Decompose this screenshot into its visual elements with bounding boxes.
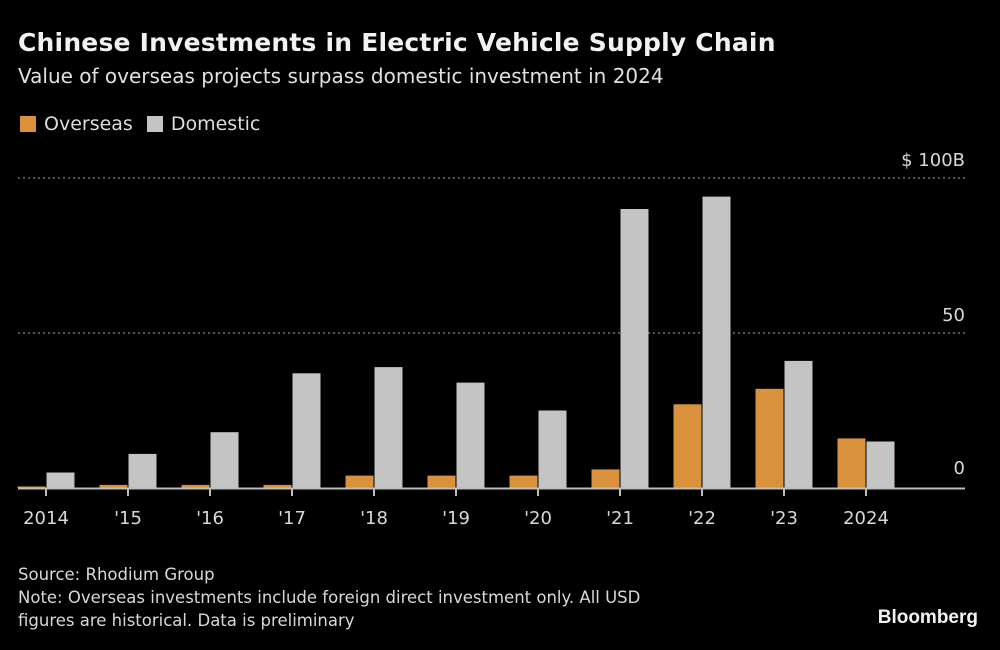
- bar-domestic: [538, 410, 567, 488]
- x-tick-label: '18: [360, 508, 388, 529]
- legend: Overseas Domestic: [20, 113, 274, 135]
- bar-domestic: [46, 472, 75, 488]
- y-tick-label: $ 100B: [901, 150, 965, 171]
- x-tick-label: '15: [114, 508, 142, 529]
- legend-item-domestic: Domestic: [146, 113, 261, 135]
- x-tick-label: '20: [524, 508, 552, 529]
- legend-item-overseas: Overseas: [20, 113, 133, 135]
- footer: Source: Rhodium Group Note: Overseas inv…: [18, 563, 640, 632]
- bar-overseas: [509, 475, 538, 488]
- bar-overseas: [181, 484, 210, 488]
- bloomberg-logo: Bloomberg: [877, 607, 978, 628]
- y-tick-label: 50: [942, 305, 965, 326]
- bar-overseas: [263, 484, 292, 488]
- legend-swatch-domestic: [146, 116, 163, 132]
- bar-overseas: [755, 388, 784, 488]
- x-tick-label: '19: [442, 508, 470, 529]
- bar-overseas: [17, 486, 46, 488]
- legend-label-domestic: Domestic: [170, 113, 261, 135]
- bar-domestic: [210, 432, 239, 488]
- bar-domestic: [456, 382, 485, 488]
- x-tick-label: '16: [196, 508, 224, 529]
- chart-title: Chinese Investments in Electric Vehicle …: [18, 28, 776, 57]
- bar-domestic: [292, 373, 321, 488]
- bar-domestic: [784, 360, 813, 488]
- x-tick-label: 2014: [23, 508, 69, 529]
- source-note: Source: Rhodium Group: [18, 565, 215, 584]
- bar-domestic: [620, 209, 649, 488]
- x-tick-label: '22: [688, 508, 716, 529]
- x-tick-label: 2024: [843, 508, 889, 529]
- bar-domestic: [866, 441, 895, 488]
- bar-domestic: [128, 453, 157, 488]
- bar-domestic: [374, 367, 403, 488]
- x-tick-label: '17: [278, 508, 306, 529]
- note-line-2: figures are historical. Data is prelimin…: [18, 611, 355, 630]
- bar-overseas: [345, 475, 374, 488]
- bar-overseas: [591, 469, 620, 488]
- bar-chart: 0 50 $ 100B 2014 '15 '16 '17 '18 '19 '20 '21 '22 '23…: [17, 150, 965, 529]
- bar-overseas: [427, 475, 456, 488]
- y-tick-label: 0: [954, 458, 965, 479]
- x-tick-label: '23: [770, 508, 798, 529]
- x-tick-label: '21: [606, 508, 634, 529]
- bar-domestic: [702, 196, 731, 488]
- bar-overseas: [837, 438, 866, 488]
- note-line-1: Note: Overseas investments include forei…: [18, 588, 641, 607]
- bar-overseas: [99, 484, 128, 488]
- legend-swatch-overseas: [20, 116, 36, 132]
- chart-subtitle: Value of overseas projects surpass domes…: [18, 64, 664, 88]
- bar-overseas: [673, 404, 702, 488]
- legend-label-overseas: Overseas: [44, 113, 133, 135]
